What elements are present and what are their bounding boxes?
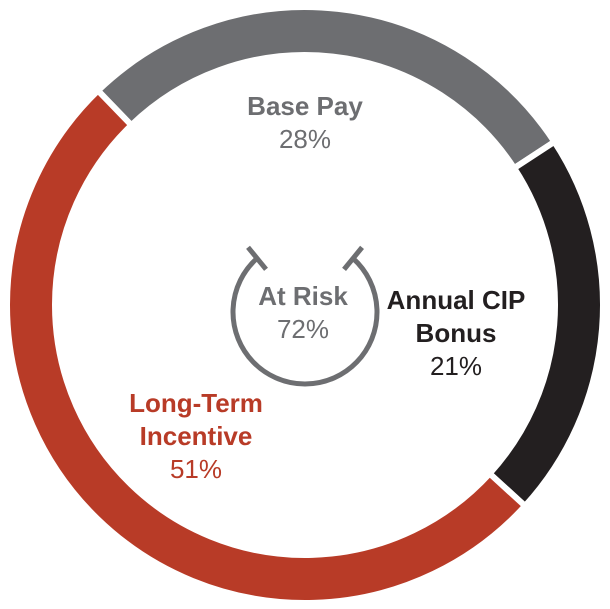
segment-name: Annual CIP Bonus (386, 285, 526, 348)
ring-cap (342, 245, 364, 271)
segment-label: Base Pay 28% (205, 90, 405, 156)
ring-cap (246, 245, 268, 271)
segment-name: Base Pay (247, 91, 363, 121)
segment-label: Long-Term Incentive 51% (116, 387, 276, 486)
segment-value: 28% (278, 124, 332, 154)
segment-value: 51% (169, 454, 223, 484)
donut-segment (4, 86, 530, 606)
center-ring (230, 256, 380, 387)
center-value: 72% (276, 314, 330, 344)
segment-label: Annual CIP Bonus 21% (386, 284, 526, 383)
center-label: At Risk 72% (233, 280, 373, 346)
segment-value: 21% (429, 351, 483, 381)
segment-name: Long-Term Incentive (129, 388, 263, 451)
center-title: At Risk (258, 281, 348, 311)
